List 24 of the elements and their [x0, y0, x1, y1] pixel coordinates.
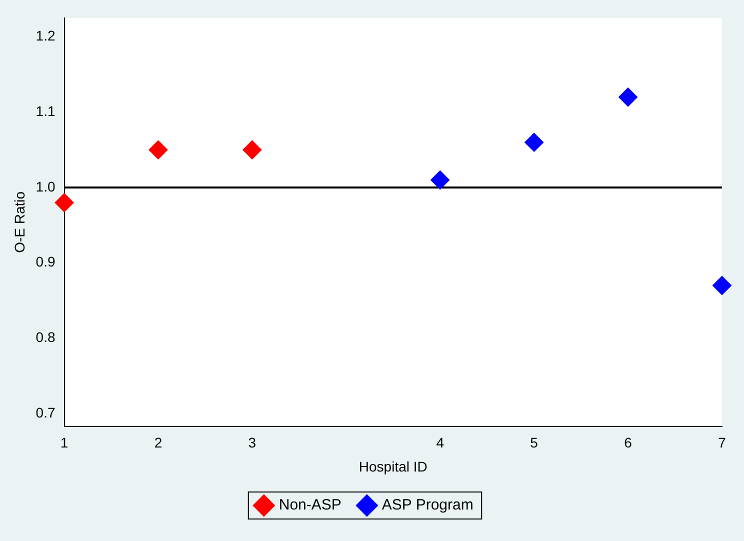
x-tick-label: 2: [154, 434, 162, 451]
y-tick-label: 1.1: [36, 103, 56, 120]
y-tick-label: 0.9: [36, 254, 56, 270]
x-tick-label: 4: [436, 434, 444, 451]
point: [242, 140, 262, 160]
x-tick-label: 1: [60, 434, 68, 451]
point: [430, 170, 450, 190]
y-tick-label: 1.2: [36, 28, 56, 44]
point: [618, 88, 638, 107]
legend-label: Non-ASP: [278, 496, 342, 514]
legend-label: ASP Program: [382, 496, 474, 514]
x-tick-label: 3: [248, 434, 256, 451]
y-tick-label: 1.0: [36, 178, 56, 194]
x-axis-title: Hospital ID: [358, 458, 428, 474]
x-tick-label: 5: [530, 434, 538, 451]
y-tick-label: 0.7: [36, 404, 56, 420]
point: [54, 193, 74, 212]
y-tick-label: 0.8: [36, 329, 56, 346]
point: [148, 140, 168, 160]
x-tick-label: 7: [718, 434, 726, 451]
x-tick-label: 6: [624, 434, 632, 451]
point: [524, 132, 544, 152]
point: [712, 276, 732, 295]
y-axis-title: O-E Ratio: [11, 191, 28, 253]
